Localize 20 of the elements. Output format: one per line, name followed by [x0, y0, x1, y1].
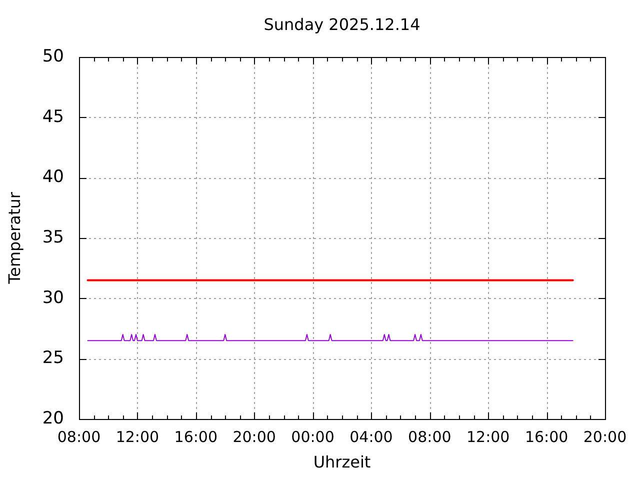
y-tick-label: 30 — [42, 288, 64, 308]
chart-title: Sunday 2025.12.14 — [264, 15, 420, 34]
x-tick-label: 12:00 — [466, 428, 510, 446]
y-tick-label: 45 — [42, 106, 64, 127]
x-tick-label: 12:00 — [116, 428, 160, 446]
y-tick-label: 20 — [42, 408, 64, 428]
x-tick-label: 08:00 — [408, 428, 452, 446]
x-tick-label: 00:00 — [291, 428, 334, 446]
y-tick-label: 35 — [42, 227, 64, 248]
x-tick-label: 16:00 — [174, 428, 218, 446]
y-axis-title: Temperatur — [4, 192, 24, 285]
x-tick-label: 16:00 — [524, 428, 568, 446]
y-tick-label: 25 — [42, 348, 64, 368]
y-tick-label: 50 — [42, 46, 64, 66]
x-tick-label: 20:00 — [583, 428, 627, 446]
x-tick-label: 08:00 — [57, 428, 101, 446]
x-axis-title: Uhrzeit — [313, 452, 371, 472]
x-tick-label: 04:00 — [350, 428, 393, 446]
x-tick-label: 20:00 — [232, 428, 276, 446]
y-tick-label: 40 — [42, 167, 64, 188]
